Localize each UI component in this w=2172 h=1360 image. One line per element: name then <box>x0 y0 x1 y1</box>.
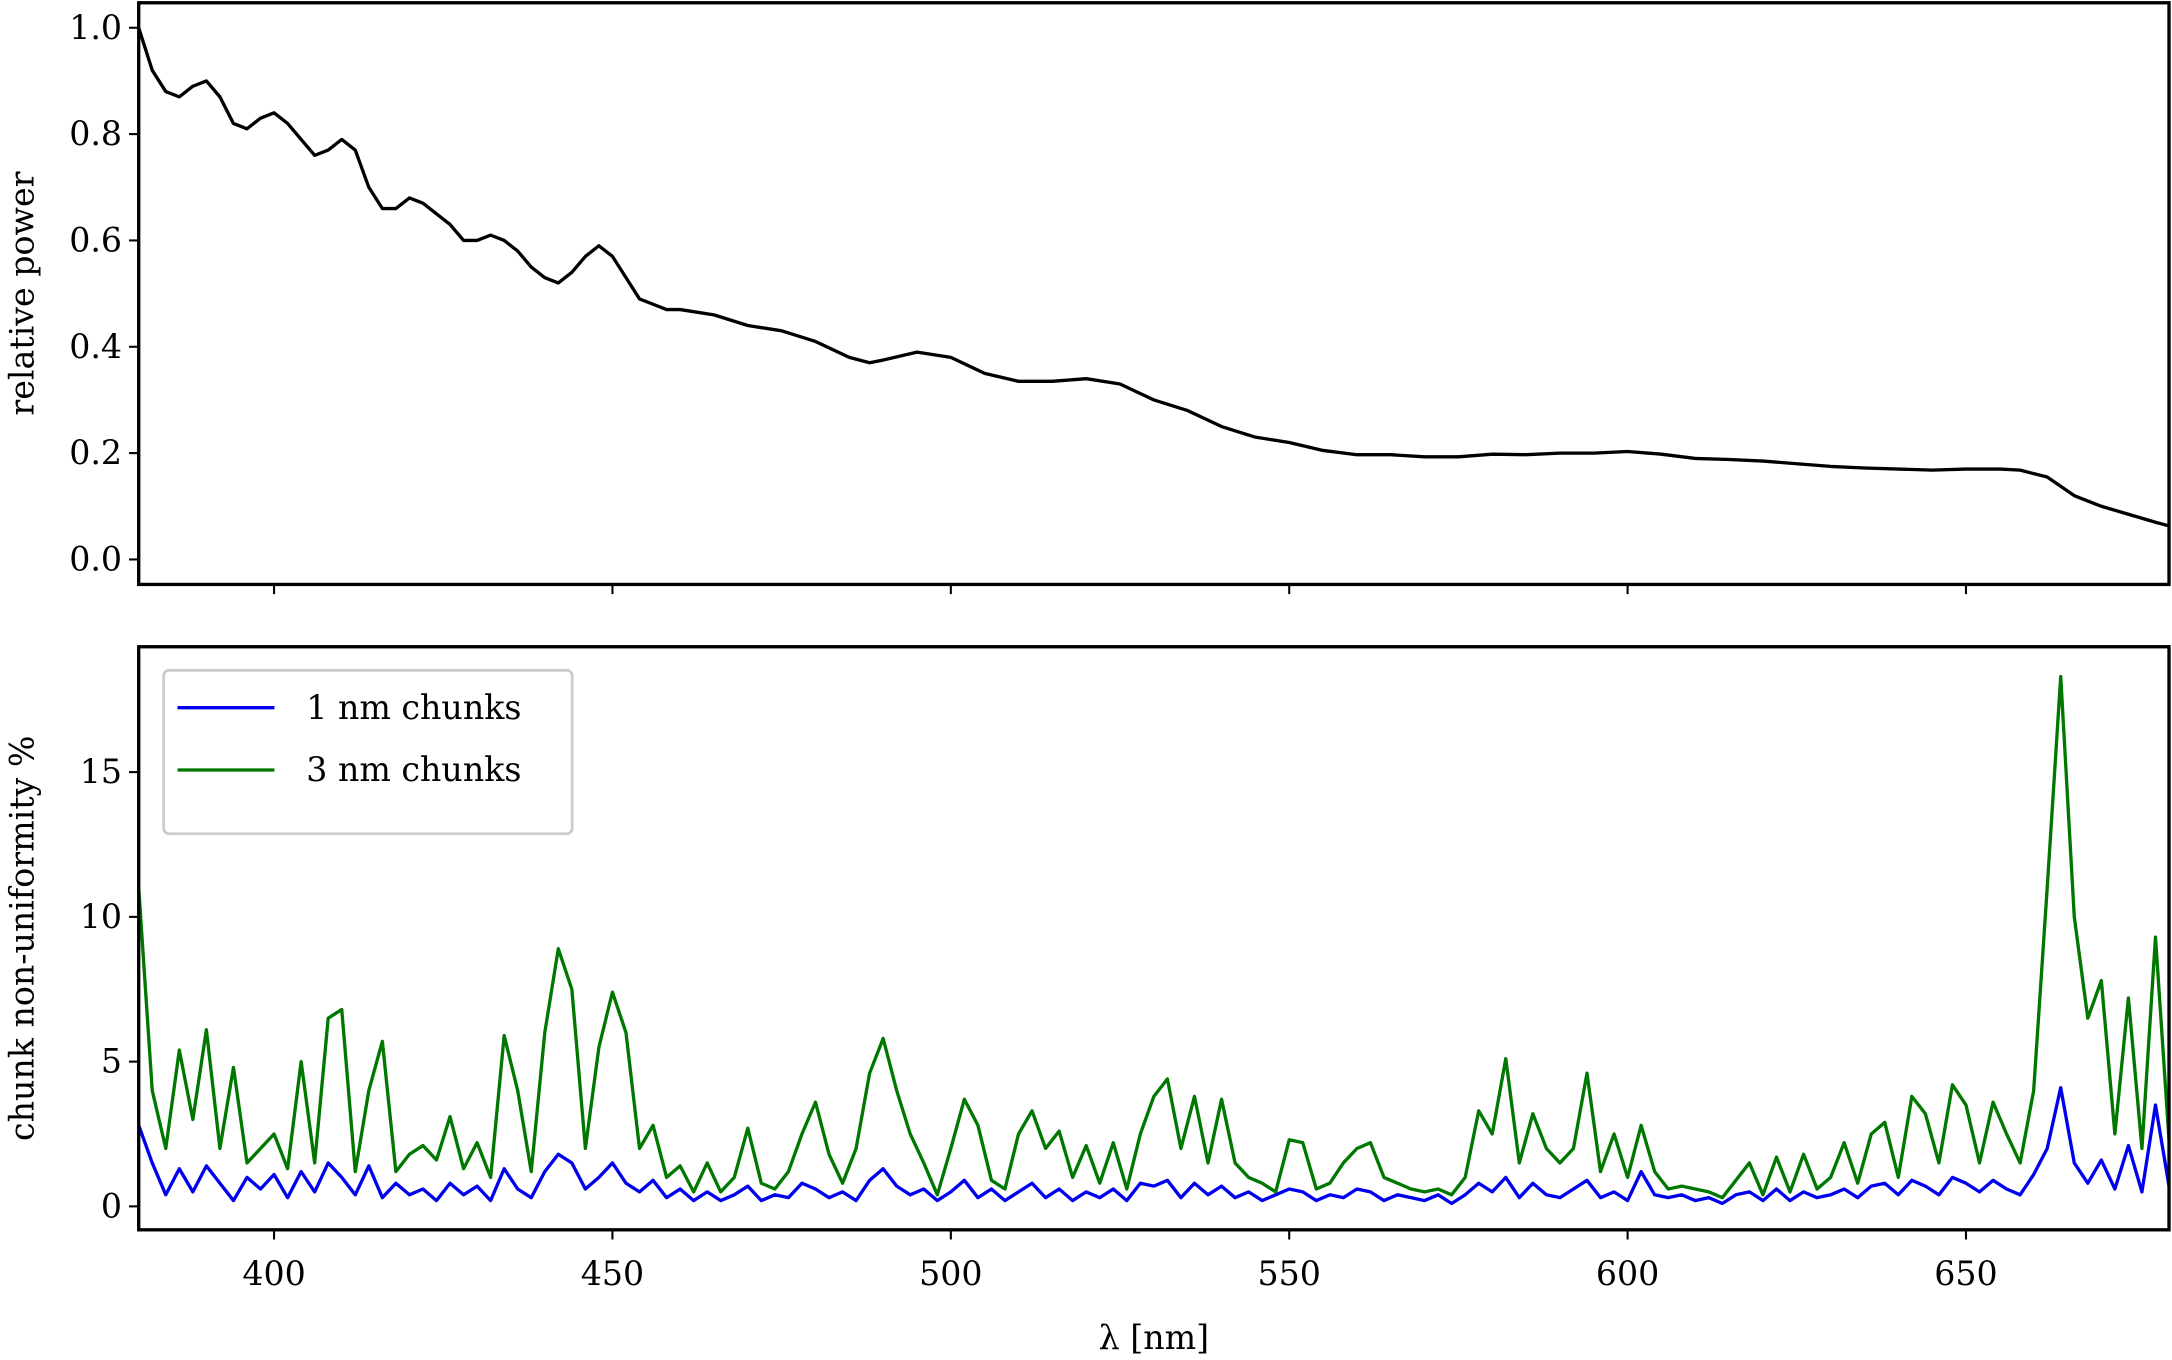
axes-frame <box>137 1 2171 587</box>
x-axis-label: λ [nm] <box>1099 1318 1209 1357</box>
x-tick-label: 600 <box>1596 1254 1659 1293</box>
data-line <box>138 27 2170 528</box>
y-tick-label: 0.6 <box>69 221 122 260</box>
x-tick-label: 500 <box>919 1254 982 1293</box>
y-tick-label: 5 <box>101 1042 122 1081</box>
y-tick-label: 0.4 <box>69 327 122 366</box>
x-tick-label: 650 <box>1934 1254 1997 1293</box>
x-tick-label: 400 <box>242 1254 305 1293</box>
data-line <box>138 674 2170 1200</box>
y-tick-label: 10 <box>80 897 122 936</box>
axes-frame <box>137 645 2171 1232</box>
x-tick-label: 550 <box>1258 1254 1321 1293</box>
y-tick-label: 15 <box>80 752 122 791</box>
x-tick-label: 450 <box>581 1254 644 1293</box>
y-axis-label: chunk non-uniformity % <box>2 736 41 1141</box>
y-tick-label: 0.2 <box>69 433 122 472</box>
y-tick-label: 1.0 <box>69 8 122 47</box>
y-tick-label: 0.8 <box>69 114 122 153</box>
y-tick-label: 0 <box>101 1186 122 1225</box>
y-axis-label: relative power <box>2 171 41 415</box>
data-line <box>138 1086 2170 1206</box>
y-tick-label: 0.0 <box>69 540 122 579</box>
legend-label: 1 nm chunks <box>306 688 521 727</box>
legend-label: 3 nm chunks <box>306 750 521 789</box>
legend-box <box>162 668 574 836</box>
